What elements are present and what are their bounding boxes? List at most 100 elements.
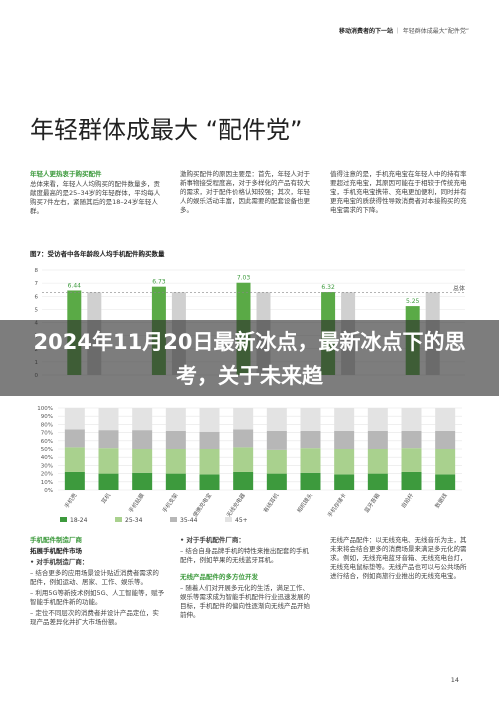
y-tick-label: 40% xyxy=(41,455,53,461)
x-tick-label: 无线充电器 xyxy=(224,491,247,519)
bar-segment xyxy=(266,408,287,431)
legend-label: 18-24 xyxy=(70,517,88,524)
bar-segment xyxy=(334,449,355,475)
paragraph: – 利用5G等新技术例如5G、人工智能等，赋予智能手机配件新的功能。 xyxy=(30,589,165,606)
y-tick-label: 7 xyxy=(35,281,39,287)
bar-segment xyxy=(98,473,119,490)
y-tick-label: 90% xyxy=(41,414,53,420)
bar-segment xyxy=(401,430,422,449)
bar-segment xyxy=(367,430,388,449)
bar-segment xyxy=(435,474,456,490)
bar-segment xyxy=(64,447,85,472)
legend-swatch xyxy=(225,517,232,522)
bar-segment xyxy=(199,431,220,449)
paragraph: • 对手机制造厂商： xyxy=(30,558,89,566)
y-tick-label: 0% xyxy=(44,488,53,494)
bar-segment xyxy=(98,448,119,474)
heading: 手机配件制造厂商 xyxy=(30,536,82,544)
bar-segment xyxy=(132,472,153,490)
bar-segment xyxy=(435,408,456,431)
paragraph: – 定位不同层次的消费者并设计产品定位，实现产品差异化并扩大市场份额。 xyxy=(30,609,159,626)
bar-segment xyxy=(334,474,355,490)
legend-swatch xyxy=(115,517,122,522)
bar-segment xyxy=(334,408,355,431)
bar-segment xyxy=(401,471,422,490)
y-tick-label: 20% xyxy=(41,472,53,478)
section: 移动消费者的下一站 xyxy=(338,28,393,35)
bar-segment xyxy=(64,429,85,448)
page-number: 14 xyxy=(450,676,459,684)
intro-col: 激购买配件的原因主要是：首先，年轻人对于新事物接受程度高，对于多样化的产品有较大… xyxy=(180,170,310,214)
bar-segment xyxy=(367,473,388,490)
y-tick-label: 6 xyxy=(35,294,39,300)
legend-label: 35-44 xyxy=(180,517,198,524)
bar-segment xyxy=(300,472,321,490)
legend-swatch xyxy=(170,517,177,522)
bar-segment xyxy=(233,429,254,448)
paragraph: – 随着人们对开展多元化的生活，满足工作、娱乐等需求成为智能手机配件行业迅速发展… xyxy=(180,584,310,619)
paragraph: 无线产品配件：以无线充电、无线音乐为主，其未来将会结合更多的消费场景来满足多元化… xyxy=(330,536,467,580)
value-label: 6.73 xyxy=(152,279,166,286)
legend-label: 45+ xyxy=(235,517,248,524)
y-tick-label: 5 xyxy=(35,307,39,313)
x-tick-label: 相机镜头 xyxy=(295,491,314,514)
bar-segment xyxy=(334,430,355,449)
value-label: 6.44 xyxy=(68,282,82,289)
overall-label: 总体 xyxy=(453,284,465,292)
y-tick-label: 8 xyxy=(35,268,39,274)
y-tick-label: 60% xyxy=(41,439,53,445)
bar-segment xyxy=(435,430,456,449)
bar-segment xyxy=(199,449,220,475)
overlay-banner: 2024年11月20日最新冰点，最新冰点下的思考，关于未来趋 xyxy=(0,320,499,396)
x-tick-label: 有线耳机 xyxy=(261,491,280,514)
bar-segment xyxy=(233,447,254,472)
bar-segment xyxy=(132,449,153,473)
bottom-right: 无线产品配件：以无线充电、无线音乐为主，其未来将会结合更多的消费场景来满足多元化… xyxy=(330,536,468,583)
bar-segment xyxy=(233,471,254,490)
paragraph: • 对于手机配件厂商： xyxy=(180,536,245,544)
bar-segment xyxy=(98,408,119,431)
x-tick-label: 耳机 xyxy=(99,491,112,505)
x-tick-label: 手机存储卡 xyxy=(325,491,348,519)
y-tick-label: 10% xyxy=(41,480,53,486)
y-tick-label: 80% xyxy=(41,422,53,428)
figure-title: 图7：受访者中各年龄段人均手机配件购买数量 xyxy=(30,250,165,258)
figure8-chart: 0% 10% 20% 30% 40% 50% 60% 70% 80% 90% 100% 手机壳 耳机 手机… xyxy=(37,406,462,524)
bar-segment xyxy=(401,448,422,472)
x-tick-label: 自拍杆 xyxy=(399,491,415,510)
subheading: 拓展手机配件市场 xyxy=(30,547,82,555)
value-label: 7.03 xyxy=(237,275,251,282)
bar-segment xyxy=(165,473,186,490)
bar-segment xyxy=(165,430,186,449)
bottom-left: 手机配件制造厂商 拓展手机配件市场 • 对手机制造厂商： – 结合更多的应用场景… xyxy=(30,536,165,629)
paragraph: 无线产品配件的多方位开发 xyxy=(180,573,258,581)
bar-segment xyxy=(300,408,321,431)
y-tick-label: 100% xyxy=(37,406,53,412)
intro-heading: 年轻人更热衷于购买配件 xyxy=(30,170,102,178)
x-tick-label: 数据线 xyxy=(433,491,449,510)
x-tick-label: 手机支架 xyxy=(160,491,179,514)
legend-swatch xyxy=(60,517,67,522)
value-label: 6.32 xyxy=(321,284,335,291)
bottom-middle: • 对于手机配件厂商： – 结合自身品牌手机的特性来推出配套的手机配件，例如苹果… xyxy=(180,536,315,622)
legend-label: 25-34 xyxy=(125,517,143,524)
bar-segment xyxy=(367,408,388,431)
bar-segment xyxy=(266,430,287,450)
x-tick-label: 手机贴膜 xyxy=(127,491,146,514)
paragraph: – 结合自身品牌手机的特性来推出配套的手机配件，例如苹果的无线蓝牙耳机。 xyxy=(180,547,309,564)
bar-segment xyxy=(199,474,220,490)
paragraph: – 结合更多的应用场景设计贴近消费者需求的配件，例如运动、居家、工作、娱乐等。 xyxy=(30,569,159,586)
bar-segment xyxy=(266,473,287,490)
bar-segment xyxy=(266,449,287,474)
x-tick-label: 便携充电宝 xyxy=(191,491,214,519)
bar-segment xyxy=(300,430,321,449)
header-title: 年轻群体成最大“配件党” xyxy=(402,28,469,35)
y-tick-label: 50% xyxy=(41,447,53,453)
y-tick-label: 30% xyxy=(41,463,53,469)
x-tick-label: 蓝牙音箱 xyxy=(362,491,381,514)
bar-segment xyxy=(233,408,254,430)
bar-segment xyxy=(165,408,186,431)
bar-segment xyxy=(132,408,153,431)
intro-col: 总体来看，年轻人人均购买的配件数量多，贡献度最高的是25–34岁的年轻群体，平均… xyxy=(30,180,161,215)
bar-segment xyxy=(64,471,85,490)
